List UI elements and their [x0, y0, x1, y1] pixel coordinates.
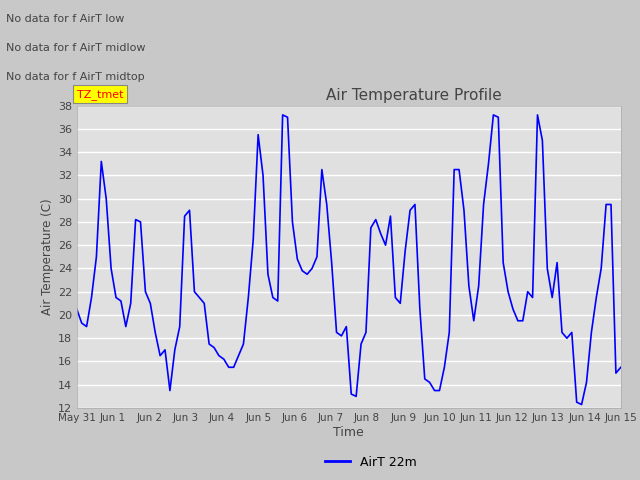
Legend: AirT 22m: AirT 22m: [321, 451, 422, 474]
X-axis label: Time: Time: [333, 426, 364, 439]
Text: No data for f AirT midtop: No data for f AirT midtop: [6, 72, 145, 82]
Text: TZ_tmet: TZ_tmet: [77, 89, 124, 100]
Text: No data for f AirT low: No data for f AirT low: [6, 14, 125, 24]
Title: Air Temperature Profile: Air Temperature Profile: [326, 88, 502, 103]
Text: No data for f AirT midlow: No data for f AirT midlow: [6, 43, 146, 53]
Y-axis label: Air Temperature (C): Air Temperature (C): [40, 199, 54, 315]
